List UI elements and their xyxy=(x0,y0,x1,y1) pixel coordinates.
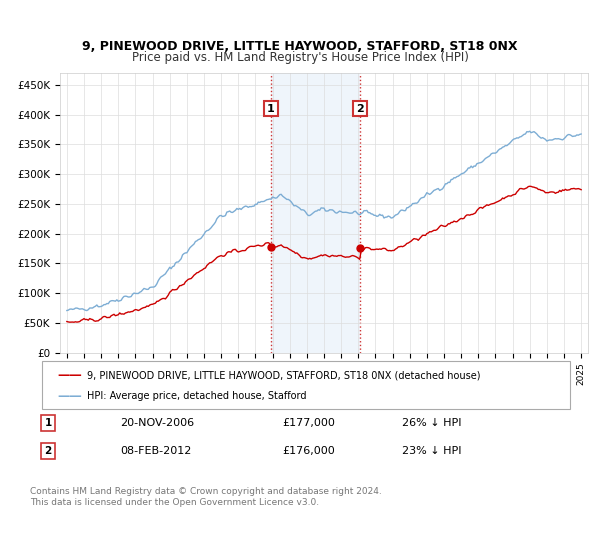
Text: ——: —— xyxy=(57,390,82,403)
Text: ——: —— xyxy=(57,368,82,382)
Text: 26% ↓ HPI: 26% ↓ HPI xyxy=(402,418,461,428)
Text: 9, PINEWOOD DRIVE, LITTLE HAYWOOD, STAFFORD, ST18 0NX: 9, PINEWOOD DRIVE, LITTLE HAYWOOD, STAFF… xyxy=(82,40,518,53)
Text: £176,000: £176,000 xyxy=(282,446,335,456)
Text: 20-NOV-2006: 20-NOV-2006 xyxy=(120,418,194,428)
Text: 08-FEB-2012: 08-FEB-2012 xyxy=(120,446,191,456)
Text: 23% ↓ HPI: 23% ↓ HPI xyxy=(402,446,461,456)
Text: Price paid vs. HM Land Registry's House Price Index (HPI): Price paid vs. HM Land Registry's House … xyxy=(131,52,469,64)
Text: 2: 2 xyxy=(356,104,364,114)
Text: £177,000: £177,000 xyxy=(282,418,335,428)
Text: 2: 2 xyxy=(44,446,52,456)
Bar xyxy=(271,73,360,353)
Text: 1: 1 xyxy=(44,418,52,428)
Text: 9, PINEWOOD DRIVE, LITTLE HAYWOOD, STAFFORD, ST18 0NX (detached house): 9, PINEWOOD DRIVE, LITTLE HAYWOOD, STAFF… xyxy=(87,370,481,380)
Text: 1: 1 xyxy=(267,104,275,114)
Text: HPI: Average price, detached house, Stafford: HPI: Average price, detached house, Staf… xyxy=(87,391,307,402)
Text: Contains HM Land Registry data © Crown copyright and database right 2024.
This d: Contains HM Land Registry data © Crown c… xyxy=(30,487,382,507)
